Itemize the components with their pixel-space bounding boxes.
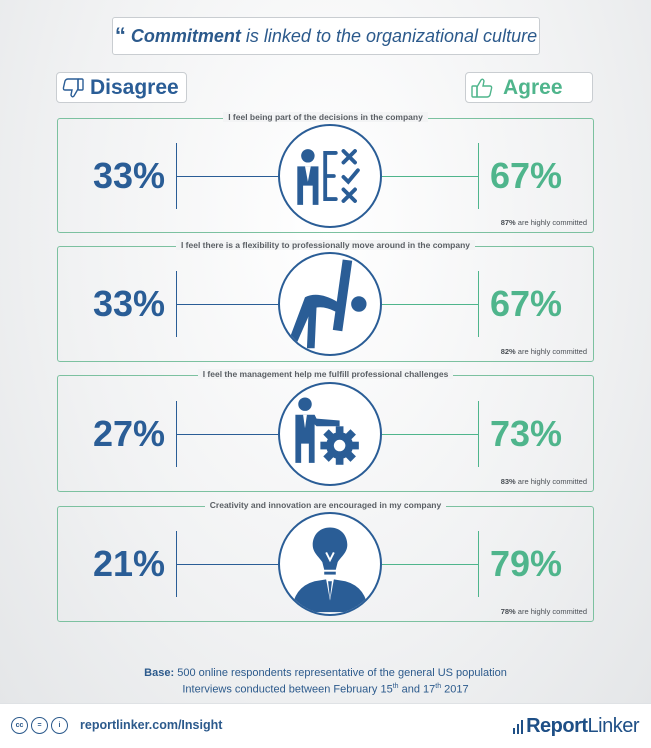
logo-bars-icon bbox=[512, 720, 524, 734]
connector-right bbox=[382, 304, 478, 305]
manager-gear-icon bbox=[278, 381, 382, 486]
connector-left bbox=[176, 304, 278, 305]
title-banner: “ Commitment is linked to the organizati… bbox=[112, 17, 540, 55]
quote-icon: “ bbox=[114, 23, 126, 48]
decision-icon bbox=[278, 123, 382, 228]
lightbulb-person-icon bbox=[278, 512, 382, 616]
divider-right bbox=[478, 400, 479, 467]
divider-right bbox=[478, 271, 479, 337]
no-derivatives-icon: = bbox=[31, 717, 48, 734]
legend-agree: Agree bbox=[465, 72, 593, 103]
base-note: Base: 500 online respondents representat… bbox=[144, 667, 507, 696]
row-management: I feel the management help me fulfill pr… bbox=[57, 369, 594, 492]
legend-agree-label: Agree bbox=[503, 75, 563, 99]
divider-right bbox=[478, 142, 479, 209]
committed-note: 78% are highly committed bbox=[500, 607, 587, 616]
row-decisions: I feel being part of the decisions in th… bbox=[57, 112, 594, 233]
license-icons: cc = i bbox=[11, 717, 68, 734]
connector-left bbox=[176, 175, 278, 177]
footer: cc = i reportlinker.com/Insight Report Li… bbox=[0, 703, 651, 748]
disagree-value: 33% bbox=[93, 283, 166, 324]
disagree-value: 27% bbox=[93, 412, 166, 454]
reportlinker-logo[interactable]: Report Linker bbox=[512, 715, 640, 738]
row-creativity: Creativity and innovation are encouraged… bbox=[57, 500, 594, 622]
connector-right bbox=[382, 175, 478, 177]
thumbs-up-icon bbox=[471, 78, 493, 98]
agree-value: 67% bbox=[490, 283, 563, 324]
divider-right bbox=[478, 531, 479, 597]
committed-note: 83% are highly committed bbox=[500, 477, 587, 486]
footer-link[interactable]: reportlinker.com/Insight bbox=[80, 718, 223, 732]
connector-right bbox=[382, 564, 478, 565]
legend-disagree-label: Disagree bbox=[90, 75, 179, 99]
row-flexibility: I feel there is a flexibility to profess… bbox=[57, 240, 594, 362]
creative-commons-icon[interactable]: cc bbox=[11, 717, 28, 734]
row-label: I feel there is a flexibility to profess… bbox=[175, 240, 476, 250]
legend-disagree: Disagree bbox=[56, 72, 187, 103]
title-bold: Commitment bbox=[130, 25, 241, 46]
row-label: Creativity and innovation are encouraged… bbox=[204, 500, 447, 510]
thumbs-down-icon bbox=[62, 77, 84, 97]
title-rest: is linked to the organizational culture bbox=[245, 25, 538, 46]
agree-value: 67% bbox=[490, 154, 563, 196]
disagree-value: 33% bbox=[93, 154, 166, 196]
committed-note: 87% are highly committed bbox=[500, 218, 587, 227]
stretch-icon bbox=[278, 252, 382, 356]
row-label: I feel being part of the decisions in th… bbox=[223, 112, 428, 122]
connector-left bbox=[176, 433, 278, 435]
attribution-icon: i bbox=[51, 717, 68, 734]
committed-note: 82% are highly committed bbox=[500, 347, 587, 356]
row-label: I feel the management help me fulfill pr… bbox=[197, 369, 454, 379]
disagree-value: 21% bbox=[93, 543, 166, 584]
agree-value: 73% bbox=[490, 412, 563, 454]
connector-left bbox=[176, 564, 278, 565]
connector-right bbox=[382, 433, 478, 435]
agree-value: 79% bbox=[490, 543, 563, 584]
